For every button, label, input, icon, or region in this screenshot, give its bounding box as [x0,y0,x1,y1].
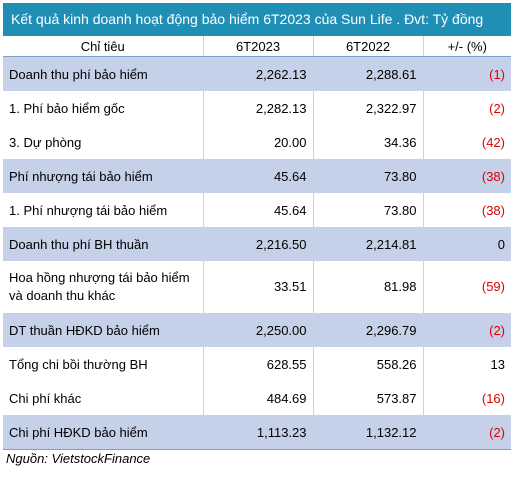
value-6t2022: 73.80 [313,159,424,193]
row-label: Doanh thu phí BH thuần [3,227,204,261]
value-6t2023: 2,250.00 [203,313,314,347]
table-row: Doanh thu phí bảo hiểm 2,262.13 2,288.61 (1… [3,56,511,91]
value-change: (59) [481,279,505,294]
row-label: 1. Phí nhượng tái bảo hiểm [3,193,204,227]
value-6t2023: 2,216.50 [203,227,314,261]
row-label: Phí nhượng tái bảo hiểm [3,159,204,193]
header-6t2022: 6T2022 [313,36,424,57]
header-indicator: Chỉ tiêu [3,36,204,57]
value-6t2023: 20.00 [203,125,314,159]
value-6t2023: 1,113.23 [203,415,314,449]
source-note: Nguồn: VietstockFinance [3,449,511,468]
table-body: Doanh thu phí bảo hiểm 2,262.13 2,288.61 (1… [3,56,511,449]
value-change: (2) [423,313,511,347]
value-6t2022: 573.87 [313,381,424,415]
table-row: DT thuần HĐKD bảo hiểm 2,250.00 2,296.79 (2… [3,313,511,347]
value-6t2023: 2,282.13 [203,91,314,125]
value-change: (38) [481,202,505,218]
header-change: +/- (%) [423,36,511,57]
value-6t2023: 33.51 [203,261,314,313]
header-6t2023: 6T2023 [203,36,314,57]
value-change: (2) [489,100,505,116]
value-6t2022: 2,288.61 [313,56,424,91]
row-label: 3. Dự phòng [3,125,204,159]
row-label: Hoa hồng nhượng tái bảo hiểm và doanh th… [3,261,204,313]
header-row: Chỉ tiêu 6T2023 6T2022 +/- (%) [3,36,511,57]
value-6t2022: 2,214.81 [313,227,424,261]
value-6t2022: 81.98 [313,261,424,313]
row-label: Doanh thu phí bảo hiểm [3,56,204,91]
value-6t2022: 1,132.12 [313,415,424,449]
table-row: 1. Phí bảo hiểm gốc 2,282.13 2,322.97 (2) [3,91,511,125]
value-change: (42) [481,134,505,150]
results-table: Chỉ tiêu 6T2023 6T2022 +/- (%) Doanh thu… [3,36,511,449]
table-row: Hoa hồng nhượng tái bảo hiểm và doanh th… [3,261,511,313]
row-label: Tổng chi bồi thường BH [3,347,204,381]
value-change: (38) [423,159,511,193]
table-row: Chi phí HĐKD bảo hiểm 1,113.23 1,132.12 (2) [3,415,511,449]
value-change: 13 [490,356,505,372]
value-6t2022: 2,296.79 [313,313,424,347]
value-6t2022: 73.80 [313,193,424,227]
value-6t2022: 34.36 [313,125,424,159]
row-label: DT thuần HĐKD bảo hiểm [3,313,204,347]
value-change: (1) [423,56,511,91]
value-6t2023: 484.69 [203,381,314,415]
table-row: Doanh thu phí BH thuần 2,216.50 2,214.81 0 [3,227,511,261]
value-6t2023: 45.64 [203,193,314,227]
row-label: 1. Phí bảo hiểm gốc [3,91,204,125]
value-6t2023: 628.55 [203,347,314,381]
value-6t2022: 558.26 [313,347,424,381]
results-table-container: Kết quả kinh doanh hoạt động bảo hiểm 6T… [3,3,511,468]
table-row: Phí nhượng tái bảo hiểm 45.64 73.80 (38) [3,159,511,193]
table-title: Kết quả kinh doanh hoạt động bảo hiểm 6T… [3,3,511,36]
table-row: Tổng chi bồi thường BH 628.55 558.26 13 [3,347,511,381]
table-row: 3. Dự phòng 20.00 34.36 (42) [3,125,511,159]
value-6t2022: 2,322.97 [313,91,424,125]
value-6t2023: 45.64 [203,159,314,193]
value-change: 0 [423,227,511,261]
table-row: Chi phí khác 484.69 573.87 (16) [3,381,511,415]
row-label: Chi phí khác [3,381,204,415]
row-label: Chi phí HĐKD bảo hiểm [3,415,204,449]
value-6t2023: 2,262.13 [203,56,314,91]
table-row: 1. Phí nhượng tái bảo hiểm 45.64 73.80 (38) [3,193,511,227]
value-change: (2) [423,415,511,449]
value-change: (16) [481,390,505,406]
